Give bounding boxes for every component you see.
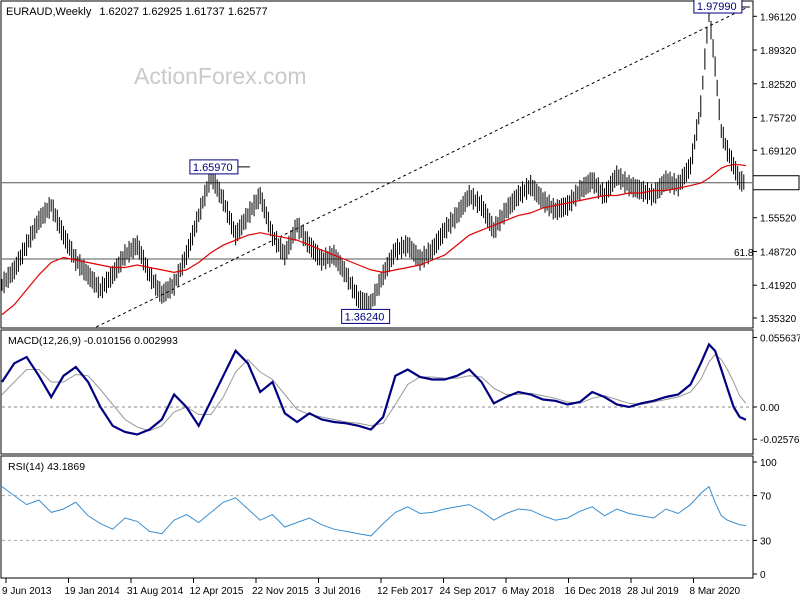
x-tick-label: 12 Apr 2015 [190,586,244,597]
moving-average-line [1,164,746,316]
price-ytick-label: 1.69120 [760,146,797,157]
high-2020-label-box [693,0,743,14]
x-tick-label: 16 Dec 2018 [565,586,622,597]
rsi-panel-title: RSI(14) 43.1869 [8,461,85,473]
macd-ytick-label: 0.00 [760,403,780,414]
macd-panel-title: MACD(12,26,9) -0.010156 0.002993 [8,335,178,347]
x-tick-label: 6 May 2018 [502,586,555,597]
price-ytick-label: 1.89320 [760,46,797,57]
price-ytick-label: 1.82520 [760,80,797,91]
macd-signal-line [1,353,747,432]
watermark: ActionForex.com [134,63,307,89]
x-axis: 9 Jun 2013 19 Jan 2014 31 Aug 2014 12 Apr 2… [2,578,741,597]
trend-line [96,6,749,328]
low-2016-label: 1.36240 [345,311,385,323]
fibonacci-label: 61.8 [734,248,754,259]
price-ytick-label: 1.96120 [760,12,797,23]
price-panel: 1.961201.893201.825201.757201.691201.625… [1,0,800,328]
symbol-label: EURAUD,Weekly [6,6,92,18]
macd-panel-frame [0,329,754,455]
x-tick-label: 19 Jan 2014 [65,586,120,597]
price-ytick-label: 1.48720 [760,247,797,258]
rsi-line [1,485,746,537]
price-panel-header: EURAUD,Weekly 1.62027 1.62925 1.61737 1.6… [6,6,268,18]
x-tick-label: 31 Aug 2014 [127,586,184,597]
x-tick-label: 22 Nov 2015 [252,586,309,597]
current-price-tag [752,175,800,191]
rsi-ytick-label: 70 [760,492,772,503]
rsi-ytick-label: 0 [760,570,766,581]
x-tick-label: 8 Mar 2020 [690,586,741,597]
rsi-ytick-label: 100 [760,458,777,469]
x-tick-label: 24 Sep 2017 [440,586,497,597]
x-tick-label: 3 Jul 2016 [315,586,362,597]
macd-line [1,342,747,436]
macd-ytick-label: 0.055637 [760,333,800,344]
rsi-panel-frame [0,455,754,579]
price-panel-frame [0,0,754,329]
low-2016-label-box [341,308,391,324]
x-tick-label: 12 Feb 2017 [377,586,434,597]
high-2015-label: 1.65970 [193,162,233,174]
x-tick-label: 9 Jun 2013 [2,586,52,597]
rsi-ytick-label: 30 [760,536,772,547]
price-bars [1,1,745,316]
price-ytick-label: 1.41920 [760,281,797,292]
rsi-panel: 100 70 30 0 [1,458,777,581]
price-ytick-label: 1.35320 [760,314,797,325]
price-ytick-label: 1.75720 [760,114,797,125]
macd-panel: 0.055637 0.00 -0.02576 [1,333,800,446]
high-2020-label: 1.97990 [697,1,737,13]
macd-ytick-label: -0.02576 [760,435,800,446]
ohlc-label: 1.62027 1.62925 1.61737 1.62577 [99,6,267,18]
x-tick-label: 28 Jul 2019 [627,586,679,597]
price-ytick-label: 1.55520 [760,214,797,225]
